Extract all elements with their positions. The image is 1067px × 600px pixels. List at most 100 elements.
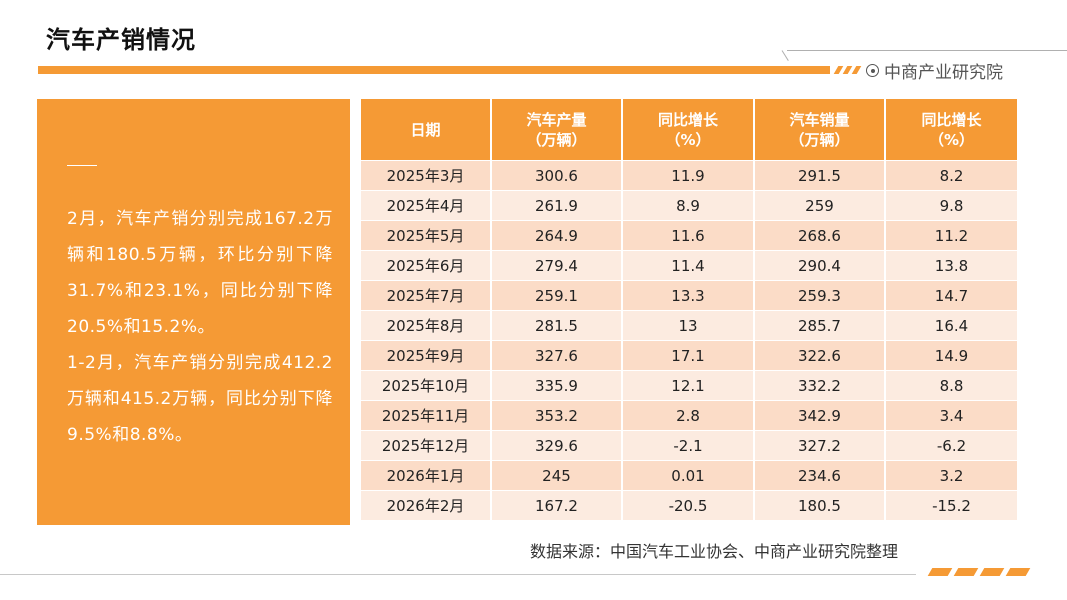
cell-production-yoy: 11.6 — [621, 220, 754, 251]
header-line-2: （万辆） — [526, 130, 587, 149]
table-row: 2025年6月 279.4 11.4 290.4 13.8 — [361, 250, 1017, 281]
cell-production-yoy: 12.1 — [621, 370, 754, 401]
table-row: 2026年2月 167.2 -20.5 180.5 -15.2 — [361, 490, 1017, 520]
cell-date: 2025年4月 — [361, 190, 491, 221]
header-stripes — [833, 66, 862, 74]
cell-sales: 332.2 — [753, 370, 885, 401]
header-line-2: （%） — [665, 130, 711, 149]
header-sales: 汽车销量 （万辆） — [753, 99, 885, 161]
header-line-1: 同比增长 — [921, 110, 982, 129]
cell-production-yoy: 11.4 — [621, 250, 754, 281]
header-production: 汽车产量 （万辆） — [490, 99, 622, 161]
header-line-2: （%） — [928, 130, 975, 149]
header-date: 日期 — [361, 99, 491, 161]
cell-sales-yoy: 3.4 — [884, 400, 1017, 431]
cell-production-yoy: 13 — [621, 310, 754, 341]
summary-panel: 2月，汽车产销分别完成167.2万辆和180.5万辆，环比分别下降31.7%和2… — [37, 99, 350, 525]
cell-production: 353.2 — [490, 400, 622, 431]
data-source-note: 数据来源：中国汽车工业协会、中商产业研究院整理 — [530, 542, 899, 561]
cell-production: 167.2 — [490, 490, 622, 520]
table-row: 2025年12月 329.6 -2.1 327.2 -6.2 — [361, 430, 1017, 461]
cell-production-yoy: 11.9 — [621, 160, 754, 191]
cell-production-yoy: 2.8 — [621, 400, 754, 431]
cell-sales: 322.6 — [753, 340, 885, 371]
cell-date: 2025年12月 — [361, 430, 491, 461]
cell-production-yoy: -20.5 — [621, 490, 754, 520]
cell-sales: 327.2 — [753, 430, 885, 461]
brand-label: 中商产业研究院 — [866, 58, 1003, 83]
cell-sales: 180.5 — [753, 490, 885, 520]
table-row: 2025年10月 335.9 12.1 332.2 8.8 — [361, 370, 1017, 401]
cell-date: 2026年2月 — [361, 490, 491, 520]
cell-sales-yoy: 9.8 — [884, 190, 1017, 221]
cell-production-yoy: 13.3 — [621, 280, 754, 311]
header-line-2: （万辆） — [789, 130, 850, 149]
cell-sales-yoy: 13.8 — [884, 250, 1017, 281]
cell-date: 2026年1月 — [361, 460, 491, 491]
cell-sales: 291.5 — [753, 160, 885, 191]
table-row: 2025年8月 281.5 13 285.7 16.4 — [361, 310, 1017, 341]
cell-production: 264.9 — [490, 220, 622, 251]
summary-text: 2月，汽车产销分别完成167.2万辆和180.5万辆，环比分别下降31.7%和2… — [67, 201, 333, 453]
cell-sales-yoy: 14.9 — [884, 340, 1017, 371]
summary-paragraph-feb: 2月，汽车产销分别完成167.2万辆和180.5万辆，环比分别下降31.7%和2… — [67, 209, 333, 337]
footer-divider-line — [0, 574, 916, 575]
page-title: 汽车产销情况 — [46, 26, 196, 54]
cell-sales-yoy: 16.4 — [884, 310, 1017, 341]
cell-sales-yoy: 11.2 — [884, 220, 1017, 251]
cell-date: 2025年7月 — [361, 280, 491, 311]
cell-sales-yoy: -6.2 — [884, 430, 1017, 461]
cell-date: 2025年11月 — [361, 400, 491, 431]
production-sales-table: 日期 汽车产量 （万辆） 同比增长 （%） 汽车销量 （万辆） 同比增长 （%）… — [361, 99, 1017, 520]
cell-sales: 234.6 — [753, 460, 885, 491]
cell-production: 281.5 — [490, 310, 622, 341]
header-line-1: 汽车产量 — [526, 110, 587, 129]
header-accent-bar — [38, 66, 830, 74]
header-line-1: 汽车销量 — [789, 110, 850, 129]
cell-date: 2025年9月 — [361, 340, 491, 371]
cell-sales-yoy: 8.2 — [884, 160, 1017, 191]
cell-sales-yoy: -15.2 — [884, 490, 1017, 520]
cell-production-yoy: -2.1 — [621, 430, 754, 461]
cell-sales-yoy: 14.7 — [884, 280, 1017, 311]
cell-date: 2025年5月 — [361, 220, 491, 251]
brand-name: 中商产业研究院 — [884, 63, 1003, 83]
footer-stripes — [926, 568, 1036, 576]
header-divider-line — [787, 50, 1067, 51]
cell-sales: 259.3 — [753, 280, 885, 311]
cell-production: 329.6 — [490, 430, 622, 461]
header-line-1: 日期 — [410, 120, 441, 139]
cell-production-yoy: 17.1 — [621, 340, 754, 371]
table-row: 2025年3月 300.6 11.9 291.5 8.2 — [361, 160, 1017, 191]
cell-date: 2025年6月 — [361, 250, 491, 281]
cell-production: 261.9 — [490, 190, 622, 221]
header-divider-slant — [781, 50, 789, 61]
cell-sales-yoy: 3.2 — [884, 460, 1017, 491]
cell-production: 327.6 — [490, 340, 622, 371]
cell-sales: 259 — [753, 190, 885, 221]
header-line-1: 同比增长 — [657, 110, 718, 129]
summary-dash-divider — [67, 165, 97, 166]
cell-date: 2025年8月 — [361, 310, 491, 341]
cell-date: 2025年10月 — [361, 370, 491, 401]
header-production-yoy: 同比增长 （%） — [621, 99, 754, 161]
cell-sales: 290.4 — [753, 250, 885, 281]
header-sales-yoy: 同比增长 （%） — [884, 99, 1017, 161]
cell-production: 259.1 — [490, 280, 622, 311]
table-row: 2025年4月 261.9 8.9 259 9.8 — [361, 190, 1017, 221]
cell-production: 335.9 — [490, 370, 622, 401]
table-row: 2025年5月 264.9 11.6 268.6 11.2 — [361, 220, 1017, 251]
cell-sales: 285.7 — [753, 310, 885, 341]
brand-logo-icon — [866, 64, 879, 77]
table-row: 2025年7月 259.1 13.3 259.3 14.7 — [361, 280, 1017, 311]
table-row: 2025年9月 327.6 17.1 322.6 14.9 — [361, 340, 1017, 371]
summary-paragraph-jan-feb: 1-2月，汽车产销分别完成412.2万辆和415.2万辆，同比分别下降9.5%和… — [67, 353, 333, 445]
cell-production: 245 — [490, 460, 622, 491]
cell-sales: 268.6 — [753, 220, 885, 251]
cell-sales-yoy: 8.8 — [884, 370, 1017, 401]
table-header-row: 日期 汽车产量 （万辆） 同比增长 （%） 汽车销量 （万辆） 同比增长 （%） — [361, 99, 1017, 161]
table-row: 2025年11月 353.2 2.8 342.9 3.4 — [361, 400, 1017, 431]
cell-date: 2025年3月 — [361, 160, 491, 191]
cell-production: 279.4 — [490, 250, 622, 281]
cell-production-yoy: 8.9 — [621, 190, 754, 221]
